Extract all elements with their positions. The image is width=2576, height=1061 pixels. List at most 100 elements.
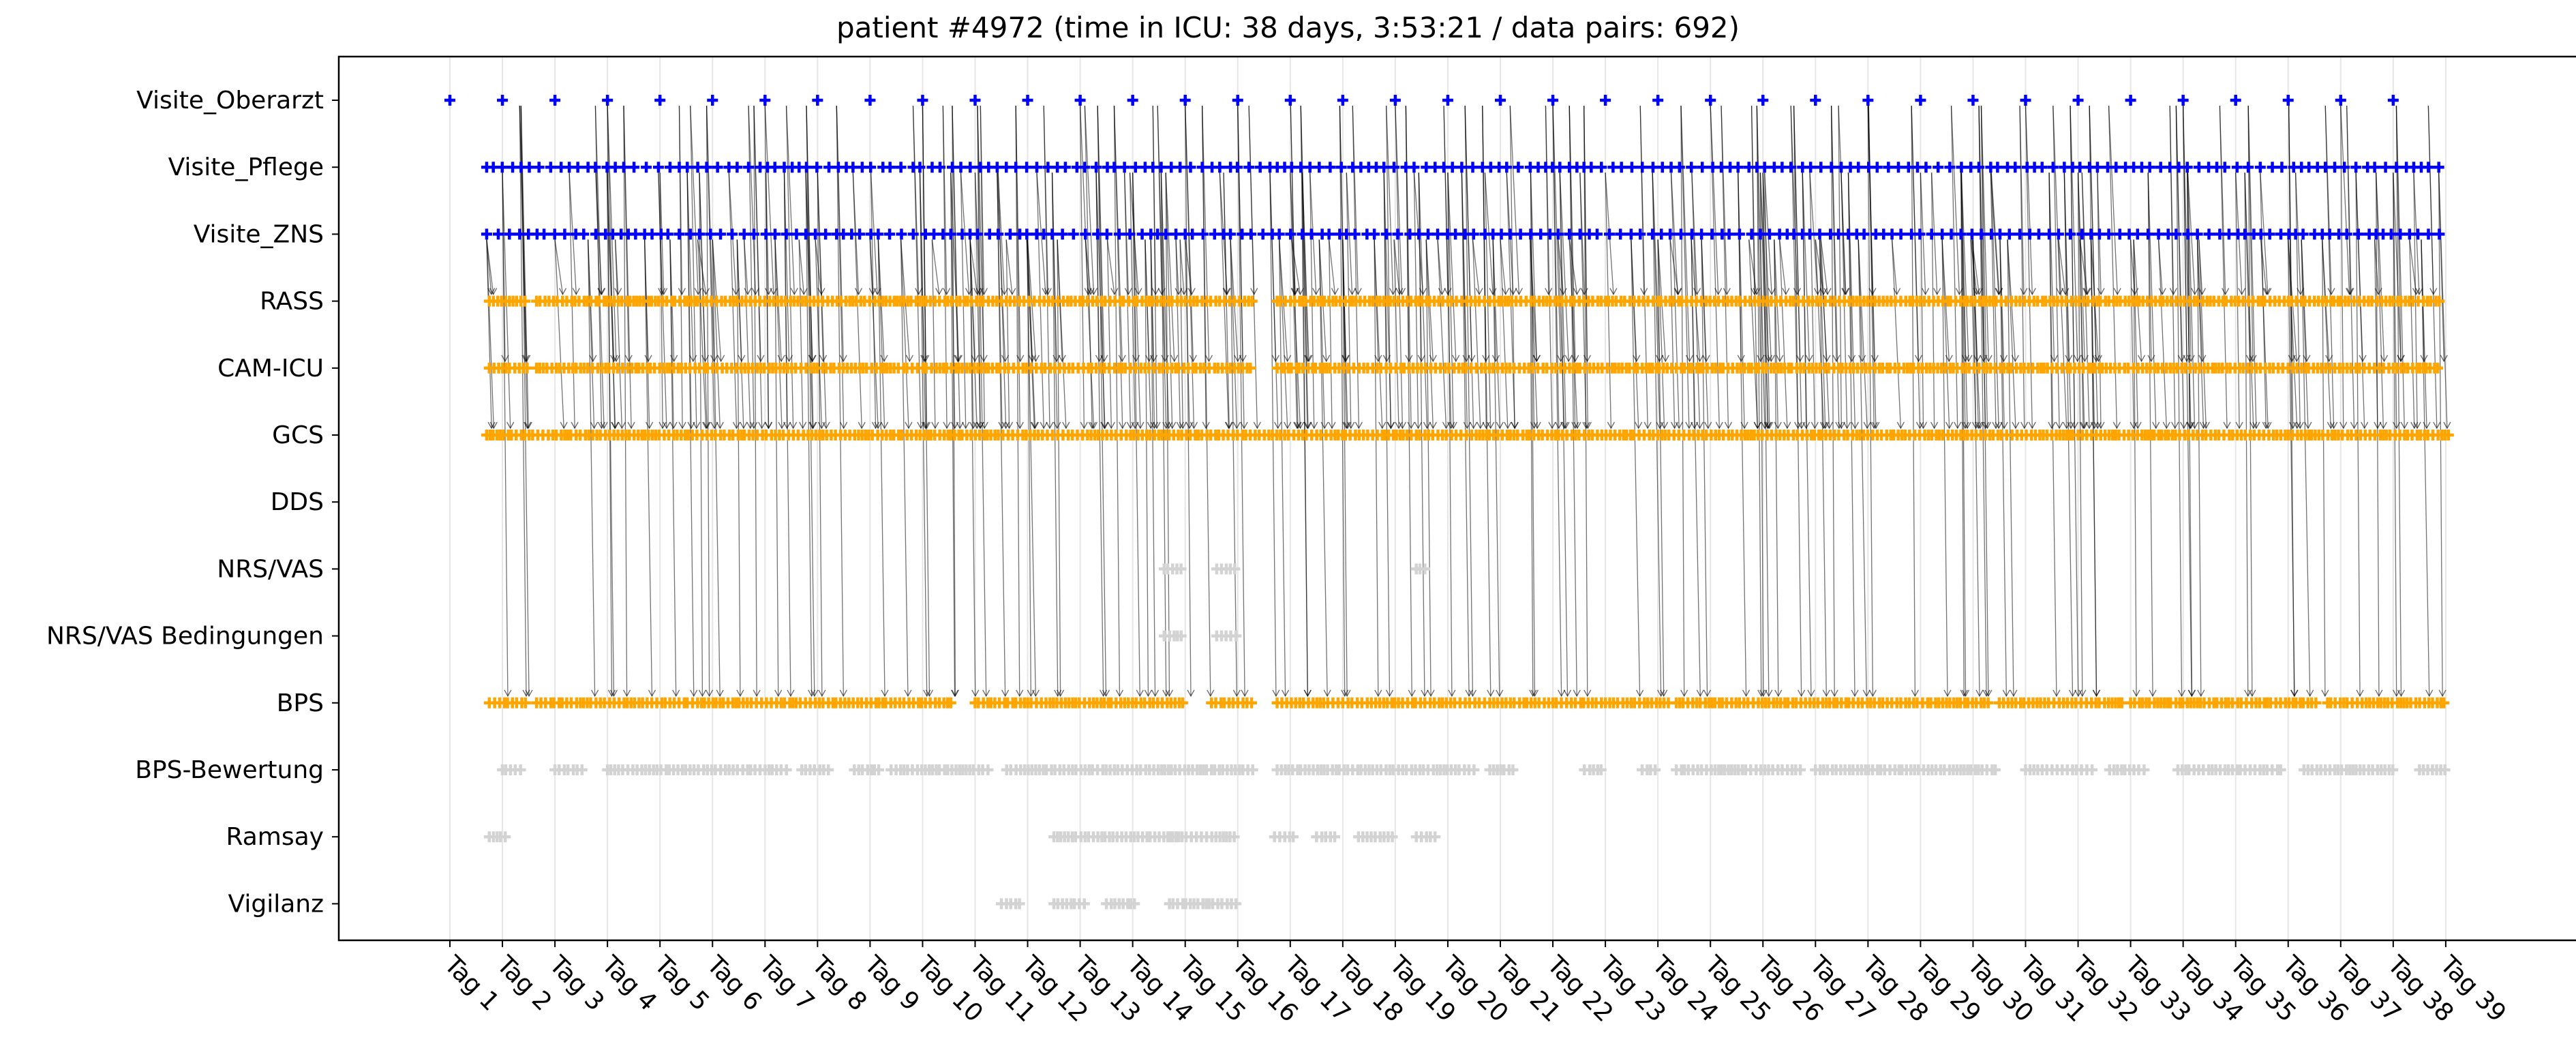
- data-point: [2048, 162, 2059, 173]
- data-point: [1648, 162, 1658, 173]
- data-point: [1705, 95, 1716, 106]
- y-axis-labels: Visite_OberarztVisite_PflegeVisite_ZNSRA…: [46, 87, 339, 918]
- pair-link: [901, 239, 908, 696]
- pair-link: [1493, 239, 1500, 696]
- data-point: [1616, 162, 1627, 173]
- pair-link: [1006, 239, 1009, 428]
- pair-link: [588, 239, 594, 428]
- pair-link: [1085, 106, 1093, 295]
- y-tick-label: Visite_Oberarzt: [136, 87, 324, 115]
- data-point: [1956, 162, 1967, 173]
- pair-link: [1151, 239, 1155, 696]
- data-point: [2243, 162, 2254, 173]
- y-tick-label: Ramsay: [226, 823, 324, 851]
- data-point: [2092, 162, 2103, 173]
- data-point: [1995, 228, 2005, 239]
- data-point: [559, 228, 570, 239]
- data-point: [1378, 162, 1389, 173]
- y-tick-label: NRS/VAS: [217, 555, 324, 583]
- pair-link: [2421, 239, 2429, 696]
- data-point: [956, 162, 967, 173]
- data-point: [1047, 228, 1058, 239]
- data-point: [731, 162, 742, 173]
- data-point: [1615, 228, 1626, 239]
- x-tick-label: Tag 6: [701, 951, 767, 1017]
- data-point: [1946, 228, 1957, 239]
- data-point: [602, 95, 613, 106]
- link-layer: [487, 106, 2451, 696]
- data-point: [1225, 228, 1236, 239]
- pair-link: [1176, 239, 1180, 428]
- data-point: [2380, 162, 2391, 173]
- pair-link: [787, 106, 793, 428]
- x-tick-label: Tag 2: [491, 951, 557, 1017]
- data-point: [1306, 228, 1317, 239]
- data-point: [1733, 162, 1744, 173]
- x-tick-label: Tag 5: [648, 951, 714, 1017]
- y-tick-label: BPS-Bewertung: [135, 756, 324, 784]
- data-point: [534, 162, 545, 173]
- pair-link: [691, 106, 697, 428]
- y-tick-label: CAM-ICU: [217, 355, 324, 383]
- data-point: [2388, 95, 2399, 106]
- data-point: [2178, 95, 2189, 106]
- pair-link: [2261, 239, 2268, 428]
- data-point: [1442, 95, 1453, 106]
- data-point: [1586, 162, 1596, 173]
- pair-link: [2428, 106, 2436, 428]
- y-tick-label: BPS: [277, 689, 324, 717]
- data-point: [823, 162, 834, 173]
- data-point: [2115, 228, 2125, 239]
- data-point: [549, 228, 560, 239]
- data-point: [2342, 228, 2352, 239]
- data-point: [1893, 162, 1904, 173]
- x-axis-labels: Tag 1Tag 2Tag 3Tag 4Tag 5Tag 6Tag 7Tag 8…: [438, 940, 2511, 1028]
- data-point: [1914, 228, 1925, 239]
- data-point: [1198, 228, 1209, 239]
- y-tick-label: Visite_ZNS: [194, 220, 324, 248]
- data-point: [1920, 162, 1931, 173]
- data-point: [712, 162, 723, 173]
- data-point: [1005, 228, 1016, 239]
- data-point: [739, 228, 750, 239]
- data-point: [781, 228, 792, 239]
- data-point: [1042, 162, 1053, 173]
- data-point: [1637, 162, 1648, 173]
- x-tick-label: Tag 1: [438, 951, 504, 1017]
- data-point: [1757, 95, 1768, 106]
- data-point: [590, 162, 601, 173]
- data-point: [1504, 228, 1515, 239]
- data-point: [654, 95, 665, 106]
- data-point: [2053, 228, 2064, 239]
- data-point: [2194, 162, 2204, 173]
- data-point: [1696, 228, 1707, 239]
- data-point: [2104, 228, 2115, 239]
- data-point: [701, 162, 712, 173]
- data-point: [885, 162, 896, 173]
- data-point: [2094, 228, 2105, 239]
- data-point: [992, 228, 1003, 239]
- data-point: [2283, 95, 2294, 106]
- data-point: [1554, 162, 1565, 173]
- pair-link: [1202, 106, 1211, 696]
- data-point: [743, 162, 754, 173]
- pair-link: [616, 239, 622, 428]
- data-point: [1336, 162, 1347, 173]
- data-point: [2110, 162, 2121, 173]
- data-point: [641, 162, 652, 173]
- data-point: [2255, 162, 2266, 173]
- pair-link: [1044, 106, 1050, 428]
- data-point: [1232, 162, 1243, 173]
- data-point: [1001, 162, 1012, 173]
- data-point: [1525, 228, 1536, 239]
- data-point: [549, 95, 560, 106]
- pair-link: [913, 106, 920, 428]
- data-point: [2423, 162, 2434, 173]
- data-point: [1432, 228, 1443, 239]
- data-point: [865, 162, 876, 173]
- data-point: [1243, 162, 1254, 173]
- data-point: [1060, 162, 1071, 173]
- pair-link: [1721, 106, 1728, 428]
- data-point: [504, 228, 515, 239]
- pair-link: [1157, 106, 1166, 428]
